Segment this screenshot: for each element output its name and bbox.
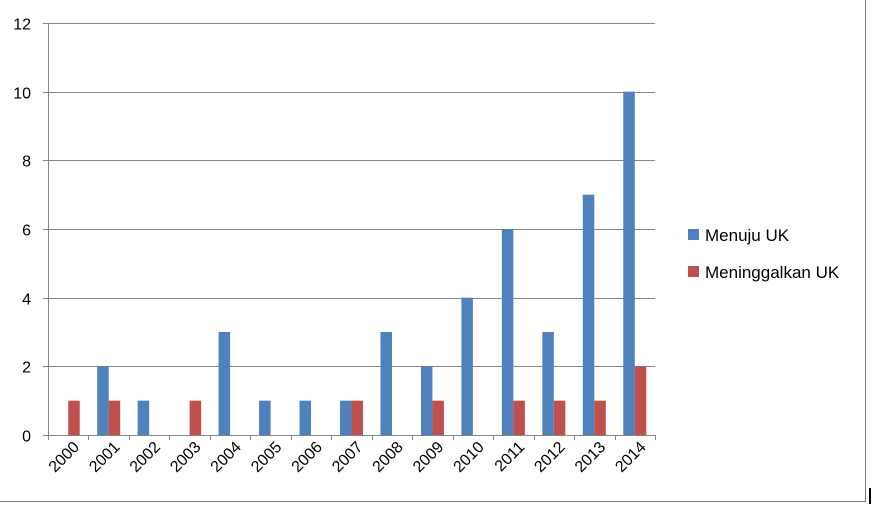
bar-menuju-uk-2006: [299, 400, 312, 435]
bar-menuju-uk-2013: [582, 194, 595, 435]
y-tick-label: 4: [22, 292, 31, 309]
x-tick-label: 2009: [410, 439, 447, 476]
x-tick-label: 2002: [127, 439, 164, 476]
bars: [68, 91, 647, 436]
x-tick-label: 2014: [612, 439, 649, 476]
x-tick-label: 2011: [492, 439, 528, 475]
text-cursor: [869, 488, 871, 504]
y-tick-label: 2: [22, 360, 31, 377]
legend-label-meninggalkan-uk: Meninggalkan UK: [705, 263, 840, 282]
x-tick-label: 2013: [572, 439, 609, 476]
x-tick-label: 2006: [289, 439, 326, 476]
bar-menuju-uk-2012: [542, 332, 554, 435]
x-axis: 2000 2001 2002 2003 2004 2005 2006 2007 2008 2009…: [46, 435, 656, 476]
bar-menuju-uk-2014: [623, 91, 635, 436]
x-tick-label: 2000: [46, 439, 83, 476]
y-tick-label: 6: [22, 223, 31, 240]
bar-menuju-uk-2011: [501, 229, 514, 435]
bar-menuju-uk-2004: [218, 332, 231, 435]
bar-meninggalkan-uk-2003: [189, 400, 202, 435]
bar-meninggalkan-uk-2007: [351, 400, 363, 435]
bar-menuju-uk-2008: [380, 332, 392, 435]
bar-meninggalkan-uk-2012: [553, 400, 566, 435]
legend-swatch-meninggalkan-uk: [688, 266, 699, 277]
y-tick-label: 8: [22, 154, 31, 171]
bar-menuju-uk-2005: [259, 400, 271, 435]
x-tick-label: 2007: [329, 439, 366, 476]
gridlines: [48, 23, 655, 367]
legend-swatch-menuju-uk: [688, 229, 699, 240]
x-tick-label: 2001: [86, 439, 123, 476]
bar-meninggalkan-uk-2014: [634, 366, 647, 435]
bar-meninggalkan-uk-2011: [513, 400, 525, 435]
bar-meninggalkan-uk-2009: [432, 400, 444, 435]
y-tick-label: 10: [13, 86, 31, 103]
bar-meninggalkan-uk-2000: [68, 400, 80, 435]
y-tick-label: 0: [22, 429, 31, 446]
y-tick-label: 12: [13, 17, 31, 34]
bar-meninggalkan-uk-2001: [108, 400, 121, 435]
x-tick-label: 2005: [248, 439, 285, 476]
x-tick-label: 2008: [370, 439, 407, 476]
bar-meninggalkan-uk-2013: [594, 400, 606, 435]
x-tick-label: 2012: [531, 439, 568, 476]
bar-menuju-uk-2002: [137, 400, 150, 435]
x-tick-label: 2010: [451, 439, 488, 476]
legend: Menuju UK Meninggalkan UK: [688, 226, 840, 282]
legend-label-menuju-uk: Menuju UK: [705, 226, 790, 245]
bar-menuju-uk-2009: [420, 366, 433, 435]
x-tick-label: 2003: [167, 439, 204, 476]
bar-menuju-uk-2010: [461, 297, 473, 435]
bar-menuju-uk-2007: [340, 400, 352, 435]
x-tick-label: 2004: [208, 439, 245, 476]
bar-menuju-uk-2001: [97, 366, 109, 435]
y-axis: 0 2 4 6 8 10 12: [13, 17, 49, 446]
